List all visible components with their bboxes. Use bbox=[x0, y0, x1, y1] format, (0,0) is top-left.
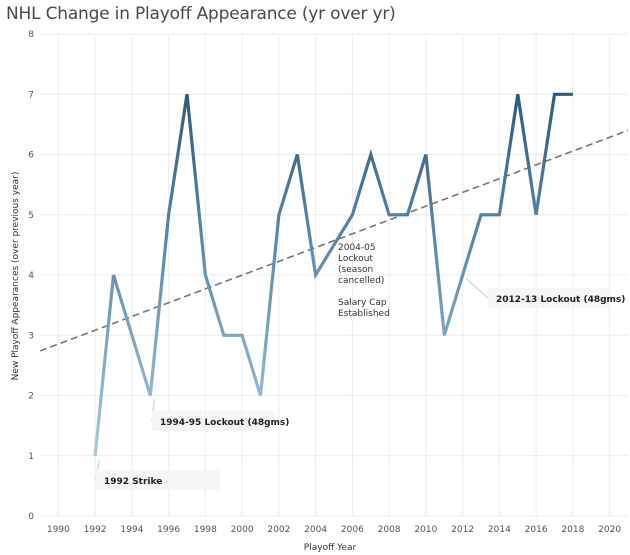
series-line bbox=[93, 92, 573, 456]
x-axis-title: Playoff Year bbox=[304, 543, 357, 553]
y-tick-label: 2 bbox=[28, 392, 34, 402]
annotation: 1994-95 Lockout (48gms) bbox=[151, 399, 289, 431]
annotation: 1992 Strike bbox=[95, 459, 220, 490]
x-tick-label: 2012 bbox=[451, 525, 474, 535]
annotation-label: 1994-95 Lockout (48gms) bbox=[160, 418, 289, 428]
y-tick-label: 3 bbox=[28, 331, 34, 341]
annotation-label: (season bbox=[338, 265, 373, 275]
x-tick-label: 2002 bbox=[267, 525, 290, 535]
y-axis-title: New Playoff Appearances (over previous y… bbox=[11, 172, 21, 381]
x-tick-label: 2004 bbox=[304, 525, 327, 535]
annotations: 1992 Strike 1994-95 Lockout (48gms) 2004-0… bbox=[95, 243, 625, 490]
annotation-label: Salary Cap bbox=[338, 298, 387, 308]
grid bbox=[40, 33, 628, 517]
x-tick-label: 1990 bbox=[47, 525, 70, 535]
annotation-box bbox=[152, 411, 274, 431]
x-tick-label: 2000 bbox=[231, 525, 254, 535]
annotation-label: 2012-13 Lockout (48gms) bbox=[496, 295, 625, 305]
series-line-group bbox=[93, 92, 573, 456]
x-tick-label: 2020 bbox=[598, 525, 621, 535]
y-tick-label: 4 bbox=[28, 271, 34, 281]
y-tick-label: 6 bbox=[28, 151, 34, 161]
annotation-box bbox=[488, 288, 610, 308]
y-tick-label: 7 bbox=[28, 90, 34, 100]
y-tick-label: 8 bbox=[28, 30, 34, 40]
axes: 1990 1992 1994 1996 1998 2000 2002 2004 2006 2008… bbox=[28, 30, 621, 535]
annotation-label: Established bbox=[338, 309, 390, 319]
annotation-label: 1992 Strike bbox=[104, 477, 162, 487]
y-tick-label: 5 bbox=[28, 211, 34, 221]
x-tick-label: 1998 bbox=[194, 525, 217, 535]
y-tick-label: 0 bbox=[28, 512, 34, 522]
x-tick-label: 2014 bbox=[488, 525, 511, 535]
x-tick-label: 2006 bbox=[341, 525, 364, 535]
annotation-label: cancelled) bbox=[338, 276, 384, 286]
x-tick-label: 2018 bbox=[561, 525, 584, 535]
y-tick-label: 1 bbox=[28, 452, 34, 462]
annotation-label: 2004-05 bbox=[338, 243, 376, 253]
annotation: 2012-13 Lockout (48gms) bbox=[466, 278, 625, 308]
x-tick-label: 2016 bbox=[525, 525, 548, 535]
x-tick-label: 1996 bbox=[157, 525, 180, 535]
x-tick-label: 1992 bbox=[84, 525, 107, 535]
annotation-leader-line bbox=[466, 278, 489, 299]
annotation-label: Lockout bbox=[338, 254, 373, 264]
x-tick-label: 1994 bbox=[120, 525, 143, 535]
chart-title: NHL Change in Playoff Appearance (yr ove… bbox=[6, 4, 396, 24]
x-tick-label: 2010 bbox=[414, 525, 437, 535]
x-tick-label: 2008 bbox=[378, 525, 401, 535]
annotation-box bbox=[96, 470, 220, 490]
